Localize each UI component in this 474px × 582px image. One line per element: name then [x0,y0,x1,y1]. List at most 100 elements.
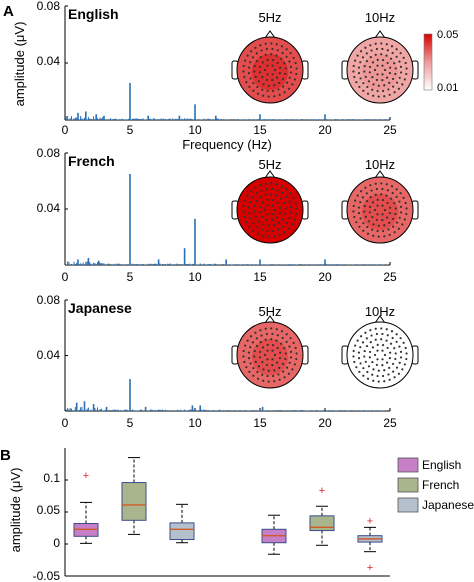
electrode-dot [284,207,287,210]
electrode-dot [259,341,262,344]
x-axis-label: Frequency (Hz) [182,137,272,152]
xtick-label: 5 [127,123,134,137]
xtick-labels: 0 5 10 15 20 25 [62,123,397,137]
electrode-dot [259,44,262,47]
electrode-dot [254,360,257,363]
electrode-dot [283,231,286,234]
electrode-dot [385,216,389,219]
electrode-dot [353,360,356,364]
electrode-dot [244,344,247,347]
electrode-dot [372,379,375,382]
electrode-dot [271,198,275,202]
electrode-dot [390,45,394,48]
electrode-dot [254,75,257,78]
electrode-dot [360,50,363,53]
electrode-dot [262,223,265,226]
electrode-dot [271,204,274,207]
electrode-dot [387,373,390,376]
boxplot: amplitude (μV) -0.05 0 0.05 0.1 + + + + [8,448,390,582]
electrode-dot [394,212,397,216]
panel-label-b: B [0,447,11,464]
electrode-dot [255,52,258,55]
electrode-dot [271,332,274,336]
electrode-dot [278,71,282,75]
electrode-dot [270,42,273,45]
electrode-dot [277,373,280,376]
legend-label: French [422,478,459,492]
electrode-dot [287,87,290,90]
electrode-dot [388,366,391,369]
electrode-dot [383,95,386,98]
electrode-dot [383,369,386,372]
ytick-label: 0.08 [37,146,61,160]
electrode-dot [266,89,269,93]
electrode-dot [271,47,274,51]
electrode-dot [357,351,361,354]
electrode-dot [388,233,391,236]
electrode-dot [293,78,296,81]
electrode-dot [276,189,279,192]
electrode-dot [374,338,377,341]
electrode-dot [253,70,256,73]
electrode-dot [404,201,407,205]
outlier-marker: + [367,515,373,527]
electrode-dot [270,53,273,56]
electrode-dot [242,204,245,208]
electrode-dot [395,81,399,84]
electrode-dot [381,187,384,191]
electrode-dot [256,85,259,89]
electrode-dot [365,199,369,203]
electrode-dot [363,64,366,68]
electrode-dot [381,358,384,361]
electrode-dot [394,72,397,76]
ytick-label: 0 [53,536,60,550]
axes [64,448,390,577]
electrode-dot [276,61,279,65]
electrode-dot [377,369,380,372]
xtick-label: 25 [383,416,397,430]
electrode-dot [254,186,257,189]
electrode-dot [387,88,390,91]
electrode-dot [256,232,260,235]
electrode-dot [376,204,379,207]
electrode-dot [292,196,295,199]
electrode-dot [272,89,275,93]
electrode-dot [385,328,388,331]
electrode-dot [275,54,278,57]
electrode-dot [391,51,394,55]
electrode-dot [270,193,273,196]
electrode-dot [394,207,397,210]
topomap-label: 5Hz [258,10,281,25]
electrode-dot [376,64,379,67]
xtick-label: 20 [318,270,332,284]
electrode-dot [368,65,372,69]
electrode-dot [377,235,380,238]
electrode-dot [263,208,267,212]
electrode-dot [395,195,398,198]
electrode-dot [394,357,397,361]
electrode-dot [383,380,386,383]
electrode-dot [386,201,389,205]
legend-label: Japanese [422,498,474,512]
electrode-dot [292,341,295,344]
electrode-dot [262,234,265,237]
electrode-dot [359,201,362,204]
electrode-dot [287,227,290,230]
electrode-dot [279,342,283,345]
electrode-dot [285,48,288,51]
electrode-dot [388,356,392,360]
electrode-dot [359,77,362,80]
electrode-dot [289,337,292,340]
electrode-dot [278,81,281,84]
electrode-dot [356,339,359,342]
xtick-label: 0 [62,270,69,284]
spectrum-japanese: Japanese 0.04 0.08 0 5 10 15 20 25 5Hz 1… [37,293,419,430]
electrode-dot [388,211,392,215]
electrode-dot [374,327,377,330]
electrode-dot [287,372,290,375]
electrode-dot [386,189,389,192]
electrode-dot [246,194,249,197]
electrode-dot [368,350,372,354]
xtick-label: 0 [62,416,69,430]
electrode-dot [397,372,400,375]
